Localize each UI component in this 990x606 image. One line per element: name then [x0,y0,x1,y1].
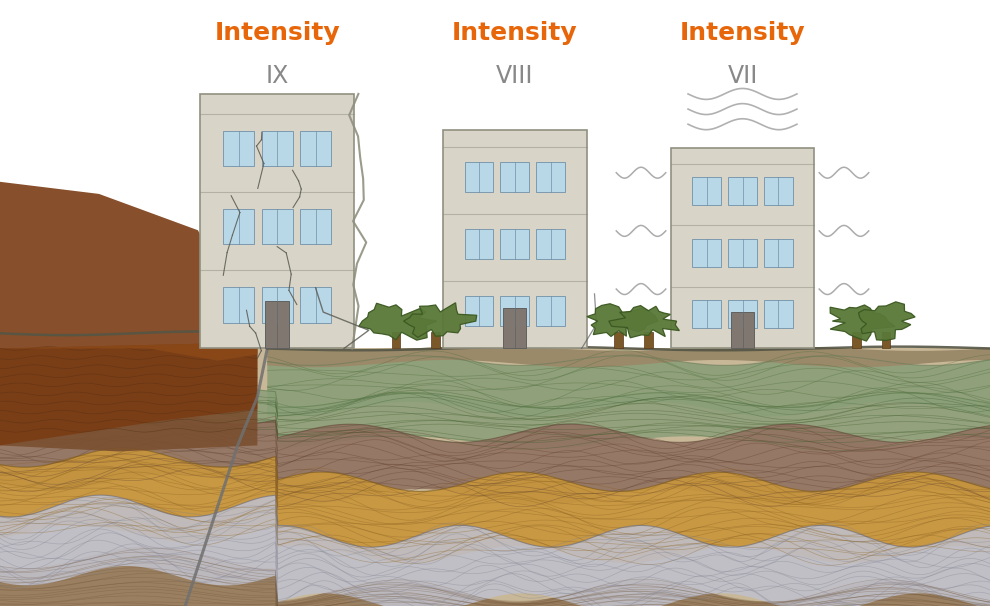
Bar [692,301,721,328]
Bar [615,333,623,348]
Polygon shape [858,302,915,341]
Bar [537,162,565,192]
Polygon shape [831,305,895,341]
Bar [692,178,721,205]
Text: VII: VII [728,64,757,88]
Text: Intensity: Intensity [452,21,577,45]
Polygon shape [0,182,257,445]
Text: VIII: VIII [496,64,534,88]
Bar [644,333,652,348]
Polygon shape [609,305,679,338]
Bar [464,229,493,259]
Bar [200,94,354,348]
Bar [537,296,565,326]
Bar [444,130,586,348]
Polygon shape [0,448,990,563]
Bar [464,296,493,326]
Bar [261,131,293,166]
Bar [300,209,331,244]
Polygon shape [0,547,990,606]
Polygon shape [0,406,990,505]
Bar [261,287,293,322]
Bar [224,131,254,166]
Bar [501,296,530,326]
Polygon shape [0,342,257,361]
Bar [729,301,757,328]
Polygon shape [267,356,990,416]
Text: Intensity: Intensity [680,21,805,45]
Polygon shape [0,495,990,606]
Polygon shape [0,378,990,448]
Text: IX: IX [265,64,289,88]
Bar [501,162,530,192]
Polygon shape [0,342,257,451]
Bar [671,148,815,348]
Polygon shape [587,304,658,336]
Bar [300,287,331,322]
Bar [261,209,293,244]
Polygon shape [404,303,477,338]
Text: Intensity: Intensity [215,21,340,45]
Bar [729,178,757,205]
Bar [692,239,721,267]
Bar [392,333,400,348]
Bar [224,287,254,322]
Bar [882,333,890,348]
Bar [537,229,565,259]
Polygon shape [0,348,990,606]
Bar [764,239,793,267]
Bar [300,131,331,166]
Bar [764,301,793,328]
Bar [852,333,860,348]
Bar [729,239,757,267]
Bar [731,311,754,348]
Polygon shape [358,303,437,340]
Bar [501,229,530,259]
Bar [764,178,793,205]
Bar [464,162,493,192]
Bar [224,209,254,244]
Bar [265,301,289,348]
Bar [503,308,527,348]
Bar [432,333,440,348]
Polygon shape [267,346,990,367]
